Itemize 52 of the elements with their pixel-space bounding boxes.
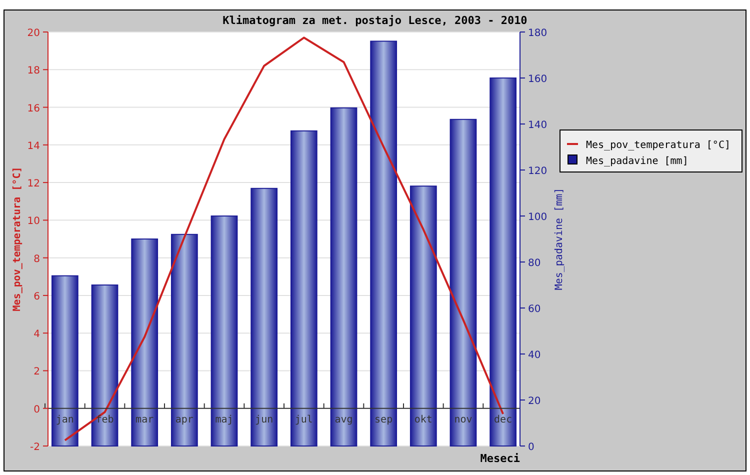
x-tick-label: sep	[374, 414, 393, 426]
bar	[250, 188, 278, 446]
bar	[450, 118, 477, 446]
x-tick-label: maj	[215, 414, 234, 426]
y2-tick-label: 120	[528, 166, 548, 177]
x-tick-label: mar	[136, 414, 154, 426]
y-tick-label: 8	[34, 254, 40, 265]
y2-tick-label: 180	[528, 28, 548, 39]
bar	[51, 275, 78, 446]
y-tick-label: 2	[34, 366, 40, 378]
x-tick-label: jun	[255, 414, 274, 426]
y2-axis-title: Mes_padavine [mm]	[554, 188, 565, 290]
y2-tick-label: 80	[528, 258, 541, 269]
bar	[330, 107, 358, 446]
bar	[131, 238, 158, 446]
y-tick-label: 4	[34, 329, 40, 340]
x-tick-label: nov	[454, 414, 472, 426]
y2-tick-label: 140	[528, 120, 548, 131]
x-tick-label: apr	[175, 414, 194, 426]
x-axis-title: Meseci	[480, 452, 520, 465]
y-axis-title: Mes_pov_temperatura [°C]	[12, 166, 23, 312]
x-tick-label: jul	[294, 414, 313, 426]
y-tick-label: 0	[34, 404, 40, 416]
x-tick-label: okt	[414, 414, 432, 426]
bar	[490, 78, 517, 446]
bar	[290, 130, 318, 446]
x-tick-label: avg	[334, 414, 353, 426]
legend-label: Mes_padavine [mm]	[586, 156, 688, 167]
y2-tick-label: 60	[528, 304, 541, 315]
chart-title: Klimatogram za met. postajo Lesce, 2003 - 2010	[222, 14, 528, 27]
y2-tick-label: 40	[528, 350, 541, 361]
y-tick-label: 14	[27, 140, 40, 152]
x-tick-label: dec	[494, 414, 512, 426]
y-tick-label: 6	[34, 291, 40, 302]
x-tick-label: jan	[56, 414, 74, 426]
y-tick-label: 18	[27, 66, 40, 77]
y2-tick-label: 160	[528, 74, 548, 85]
y-tick-label: 10	[27, 216, 40, 228]
y2-tick-label: 100	[528, 212, 548, 223]
y2-tick-label: 20	[528, 396, 541, 407]
bar	[170, 234, 198, 446]
bar	[91, 284, 118, 446]
legend-label: Mes_pov_temperatura [°C]	[586, 140, 730, 151]
y-tick-label: 16	[27, 103, 40, 114]
bar	[210, 216, 238, 446]
y2-tick-label: 0	[528, 442, 534, 453]
y-tick-label: -2	[30, 442, 40, 453]
y-tick-label: 20	[27, 28, 40, 39]
bar	[370, 40, 398, 446]
bar	[410, 186, 437, 446]
y-tick-label: 12	[27, 178, 40, 190]
x-tick-label: feb	[96, 414, 114, 426]
